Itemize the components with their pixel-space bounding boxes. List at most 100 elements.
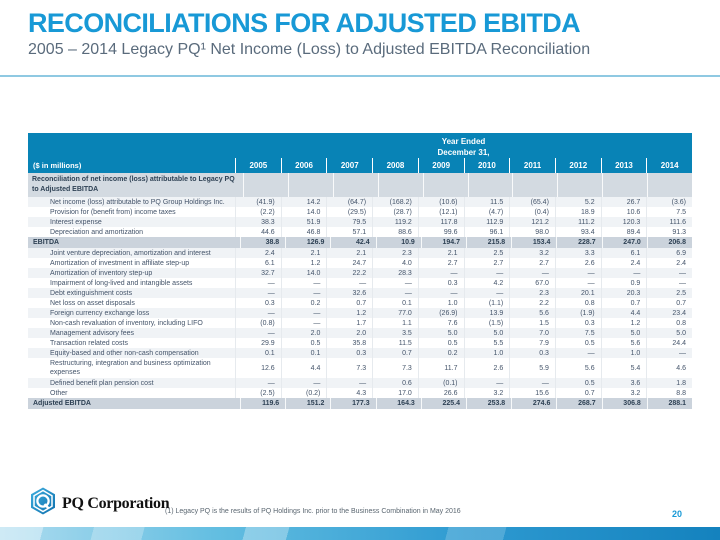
cell: —	[509, 268, 555, 278]
row-label: Interest expense	[50, 218, 102, 226]
cell: —	[646, 348, 692, 358]
cell: 26.7	[600, 197, 647, 207]
cell: 93.4	[554, 227, 601, 237]
row-label: Restructuring, integration and business …	[50, 360, 211, 376]
cell: 7.5	[554, 328, 601, 338]
cell: (168.2)	[372, 197, 418, 207]
cell: 3.5	[372, 328, 418, 338]
year-ended-label: Year Ended December 31,	[235, 133, 692, 158]
bottom-wave-band	[0, 527, 720, 540]
cell: —	[280, 278, 327, 288]
cell: (26.9)	[417, 308, 464, 318]
row-label: Management advisory fees	[50, 329, 135, 337]
year-column-header: 2006	[280, 158, 327, 173]
cell: 0.2	[417, 348, 464, 358]
cell: 89.4	[600, 227, 647, 237]
cell: (1.9)	[554, 308, 601, 318]
cell: 2.5	[463, 248, 510, 258]
cell: —	[235, 288, 281, 298]
cell: 5.0	[646, 328, 692, 338]
cell: 28.3	[372, 268, 418, 278]
cell: 121.2	[509, 217, 555, 227]
row-label: Amortization of inventory step-up	[50, 269, 153, 277]
cell: —	[554, 348, 601, 358]
cell: 5.0	[600, 328, 647, 338]
cell: 0.3	[554, 318, 601, 328]
cell: 42.4	[330, 237, 375, 248]
cell: 18.9	[554, 207, 601, 217]
slide-footer: PQ Corporation (1) Legacy PQ is the resu…	[0, 482, 720, 527]
cell: 206.8	[646, 237, 692, 248]
cell: 5.4	[600, 358, 647, 378]
cell: 2.1	[280, 248, 327, 258]
cell: 2.1	[326, 248, 372, 258]
cell: 247.0	[601, 237, 647, 248]
cell: 2.5	[646, 288, 692, 298]
cell: 8.8	[646, 388, 692, 398]
cell: —	[463, 288, 510, 298]
row-label: Impairment of long-lived and intangible …	[50, 279, 193, 287]
cell: 5.6	[600, 338, 647, 348]
pq-hexagon-logo-icon	[28, 486, 58, 521]
cell: —	[235, 378, 281, 388]
cell: 2.4	[235, 248, 281, 258]
table-row: EBITDA 38.8 126.9 42.4 10.9 194.7 215.8 153.4 22…	[28, 237, 692, 248]
cell: 274.6	[511, 398, 556, 409]
cell: (2.2)	[235, 207, 281, 217]
cell: (0.8)	[235, 318, 281, 328]
cell: 7.6	[417, 318, 464, 328]
cell: 0.7	[372, 348, 418, 358]
cell: —	[280, 288, 327, 298]
cell: 26.6	[417, 388, 464, 398]
cell: 2.7	[463, 258, 510, 268]
cell: —	[463, 268, 510, 278]
cell	[602, 173, 647, 197]
cell: —	[326, 378, 372, 388]
cell: 5.6	[554, 358, 601, 378]
cell: 7.0	[509, 328, 555, 338]
cell: 6.9	[646, 248, 692, 258]
year-row: ($ in millions) 2005 2006 2007 2008 2009 2010…	[28, 158, 692, 173]
cell: 0.1	[372, 298, 418, 308]
year-column-header: 2014	[646, 158, 692, 173]
cell: 7.3	[326, 358, 372, 378]
cell: 120.3	[600, 217, 647, 227]
page-title: RECONCILIATIONS FOR ADJUSTED EBITDA	[28, 8, 581, 38]
year-column-header: 2013	[600, 158, 647, 173]
cell: 14.2	[280, 197, 327, 207]
cell: 194.7	[420, 237, 466, 248]
table-row: Reconciliation of net income (loss) attr…	[28, 173, 692, 197]
cell: —	[235, 278, 281, 288]
table-row: Amortization of inventory step-up 32.7 14.…	[28, 268, 692, 278]
logo-text: PQ Corporation	[62, 494, 170, 512]
table-row: Defined benefit plan pension cost — — —0.6(…	[28, 378, 692, 388]
cell: 0.5	[280, 338, 327, 348]
cell: —	[463, 378, 510, 388]
cell: 0.5	[417, 338, 464, 348]
cell: 10.9	[375, 237, 421, 248]
cell: 5.2	[554, 197, 601, 207]
cell	[647, 173, 692, 197]
cell: (64.7)	[326, 197, 372, 207]
cell	[422, 173, 468, 197]
table-row: Depreciation and amortization 44.6 46.8 57.…	[28, 227, 692, 237]
row-label: Equity-based and other non-cash compensa…	[50, 349, 199, 357]
cell: 38.8	[240, 237, 285, 248]
year-ended-line1: Year Ended	[441, 137, 486, 146]
cell: 23.4	[646, 308, 692, 318]
cell: —	[235, 308, 281, 318]
cell: 0.7	[326, 298, 372, 308]
cell: —	[235, 328, 281, 338]
cell: 12.6	[235, 358, 281, 378]
cell: —	[372, 288, 418, 298]
footnote: (1) Legacy PQ is the results of PQ Holdi…	[165, 508, 461, 515]
year-column-header: 2011	[509, 158, 555, 173]
year-column-header: 2012	[554, 158, 601, 173]
cell: 0.1	[280, 348, 327, 358]
cell: 46.8	[280, 227, 327, 237]
page-number: 20	[671, 509, 682, 519]
cell: 2.3	[509, 288, 555, 298]
table-row: Management advisory fees —2.0 2.0 3.5 5.0 5.0…	[28, 328, 692, 338]
cell: 99.6	[417, 227, 464, 237]
table-header: Year Ended December 31, ($ in millions) …	[28, 133, 692, 173]
